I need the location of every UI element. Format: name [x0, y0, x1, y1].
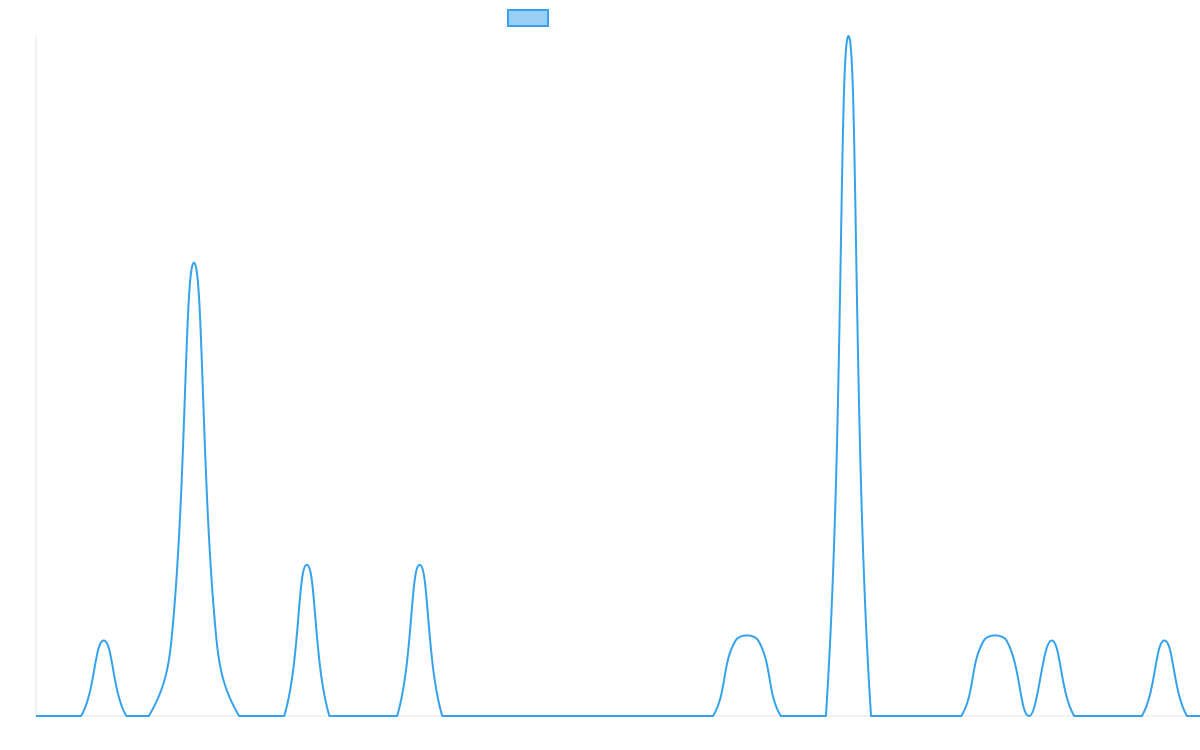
data-point[interactable] [755, 637, 761, 643]
data-point[interactable] [981, 637, 987, 643]
data-point[interactable] [1161, 637, 1167, 643]
data-point[interactable] [913, 713, 919, 719]
data-point[interactable] [958, 713, 964, 719]
data-point[interactable] [936, 713, 942, 719]
data-point[interactable] [349, 713, 355, 719]
data-point[interactable] [123, 713, 129, 719]
data-point[interactable] [687, 713, 693, 719]
data-point[interactable] [710, 713, 716, 719]
data-point[interactable] [1184, 713, 1190, 719]
data-point[interactable] [259, 713, 265, 719]
data-point[interactable] [507, 713, 513, 719]
data-point[interactable] [326, 713, 332, 719]
data-point[interactable] [168, 637, 174, 643]
data-point[interactable] [372, 713, 378, 719]
data-point[interactable] [620, 713, 626, 719]
data-point[interactable] [597, 713, 603, 719]
data-point[interactable] [33, 713, 39, 719]
data-point[interactable] [778, 713, 784, 719]
data-point[interactable] [214, 637, 220, 643]
data-point[interactable] [1049, 637, 1055, 643]
series-group [33, 33, 1200, 719]
data-point[interactable] [1071, 713, 1077, 719]
data-point[interactable] [530, 713, 536, 719]
data-point[interactable] [78, 713, 84, 719]
data-point[interactable] [281, 713, 287, 719]
data-point[interactable] [304, 562, 310, 568]
data-point[interactable] [462, 713, 468, 719]
data-point[interactable] [417, 562, 423, 568]
data-point[interactable] [823, 713, 829, 719]
legend [507, 9, 549, 27]
data-point[interactable] [1094, 713, 1100, 719]
data-point[interactable] [484, 713, 490, 719]
data-point[interactable] [800, 713, 806, 719]
data-point[interactable] [552, 713, 558, 719]
data-point[interactable] [868, 713, 874, 719]
data-point[interactable] [1116, 713, 1122, 719]
data-point[interactable] [394, 713, 400, 719]
data-point[interactable] [191, 260, 197, 266]
data-point[interactable] [642, 713, 648, 719]
data-point[interactable] [146, 713, 152, 719]
series-line-1 [36, 35, 1200, 717]
data-point[interactable] [733, 637, 739, 643]
data-point[interactable] [845, 33, 851, 39]
data-point[interactable] [56, 713, 62, 719]
data-point[interactable] [665, 713, 671, 719]
legend-swatch-series-1[interactable] [507, 9, 549, 27]
data-point[interactable] [101, 637, 107, 643]
data-point[interactable] [891, 713, 897, 719]
data-point[interactable] [1139, 713, 1145, 719]
data-point[interactable] [236, 713, 242, 719]
data-point[interactable] [439, 713, 445, 719]
data-point[interactable] [1003, 637, 1009, 643]
data-point[interactable] [1026, 713, 1032, 719]
data-point[interactable] [575, 713, 581, 719]
